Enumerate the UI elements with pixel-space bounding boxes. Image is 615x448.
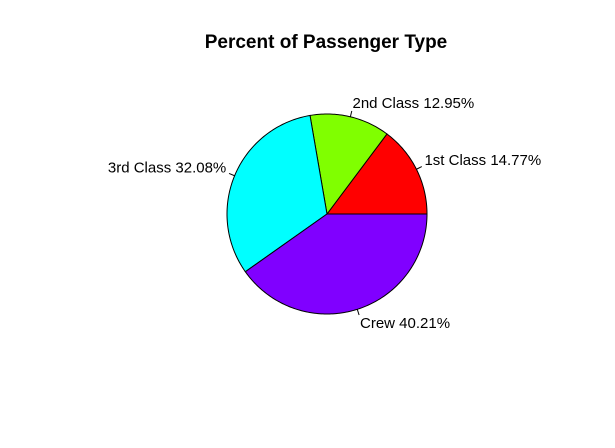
leader-line-2 (349, 110, 353, 117)
chart-title: Percent of Passenger Type (205, 32, 448, 53)
pie-slices (226, 113, 428, 315)
slice-label-1: 1st Class 14.77% (424, 152, 541, 169)
pie-slice-2 (309, 113, 388, 216)
slice-labels: 1st Class 14.77% 2nd Class 12.95% 3rd Clas… (108, 95, 541, 332)
slice-label-4: Crew 40.21% (360, 315, 450, 332)
pie-slice-3 (226, 114, 328, 273)
leader-line-3 (228, 173, 235, 177)
leader-lines (228, 110, 423, 316)
leader-line-1 (416, 166, 423, 170)
leader-line-4 (356, 309, 360, 316)
slice-label-3: 3rd Class 32.08% (108, 159, 226, 176)
slice-label-2: 2nd Class 12.95% (352, 95, 474, 112)
